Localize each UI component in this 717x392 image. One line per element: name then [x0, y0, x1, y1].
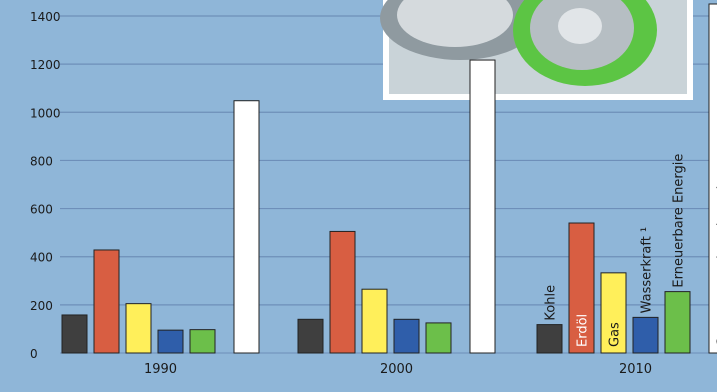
- x-tick-label: 2000: [380, 362, 413, 377]
- bar-wasserkraft--2000: [394, 319, 419, 353]
- y-tick-label: 0: [30, 347, 38, 361]
- x-tick-label: 2010: [619, 362, 652, 377]
- y-tick-label: 1400: [30, 10, 61, 24]
- battery-photo: [380, 0, 693, 100]
- bar-gas-2000: [362, 289, 387, 353]
- x-tick-label: 1990: [144, 362, 177, 377]
- bar-wasserkraft--2010: [633, 317, 658, 353]
- series-label: Gas: [608, 322, 623, 347]
- bar-erd-l-2000: [330, 231, 355, 353]
- bar-kohle-2000: [298, 319, 323, 353]
- bar-kohle-2010: [537, 325, 562, 353]
- battery-right-terminal: [558, 8, 602, 44]
- y-tick-label: 800: [30, 154, 53, 168]
- bar-erneuerbare-energie-2000: [426, 323, 451, 353]
- bar-gesamtenergieverbrauch-2000: [470, 60, 495, 353]
- y-tick-label: 1200: [30, 58, 61, 72]
- y-tick-label: 400: [30, 251, 53, 265]
- y-tick-label: 600: [30, 203, 53, 217]
- series-label: Wasserkraft ¹: [640, 227, 655, 314]
- bar-gas-1990: [126, 304, 151, 353]
- bar-kohle-1990: [62, 315, 87, 353]
- bar-erneuerbare-energie-1990: [190, 330, 215, 353]
- bar-wasserkraft--1990: [158, 330, 183, 353]
- series-label: Kohle: [544, 285, 559, 321]
- series-label: Erdöl: [576, 314, 591, 347]
- bar-gesamtenergieverbrauch-1990: [234, 101, 259, 353]
- y-tick-label: 1000: [30, 106, 61, 120]
- y-tick-label: 200: [30, 299, 53, 313]
- series-label: Erneuerbare Energie: [672, 154, 687, 288]
- bar-erd-l-1990: [94, 250, 119, 353]
- bar-erneuerbare-energie-2010: [665, 292, 690, 353]
